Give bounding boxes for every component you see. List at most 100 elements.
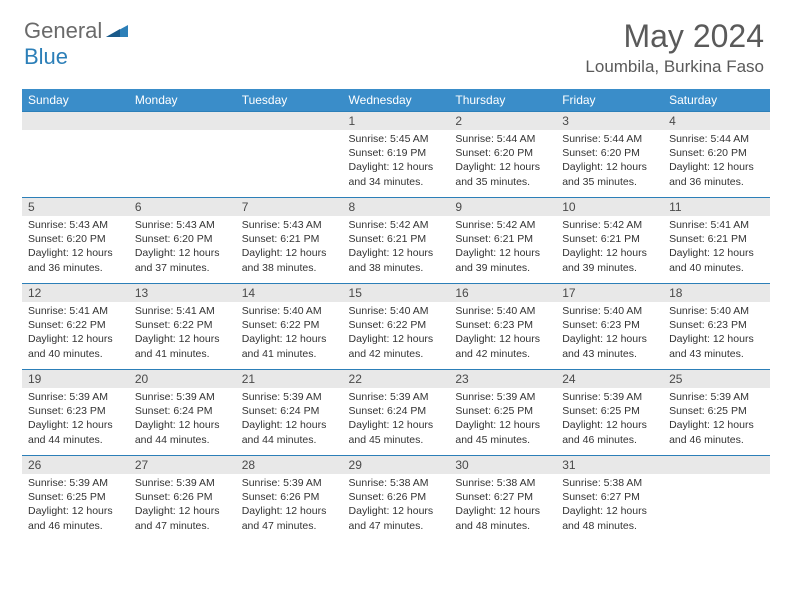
- weekday-header: Sunday: [22, 89, 129, 111]
- day-number: 11: [663, 197, 770, 216]
- day-content: Sunrise: 5:41 AMSunset: 6:21 PMDaylight:…: [663, 216, 770, 279]
- day-content: Sunrise: 5:40 AMSunset: 6:22 PMDaylight:…: [236, 302, 343, 365]
- day-number: 21: [236, 369, 343, 388]
- calendar-cell: [236, 111, 343, 197]
- day-number: 6: [129, 197, 236, 216]
- day-content: Sunrise: 5:40 AMSunset: 6:23 PMDaylight:…: [449, 302, 556, 365]
- day-number: 13: [129, 283, 236, 302]
- day-number: 18: [663, 283, 770, 302]
- day-content: Sunrise: 5:39 AMSunset: 6:26 PMDaylight:…: [129, 474, 236, 537]
- day-number: 30: [449, 455, 556, 474]
- weekday-header-row: Sunday Monday Tuesday Wednesday Thursday…: [22, 89, 770, 111]
- day-number: 29: [343, 455, 450, 474]
- day-content: Sunrise: 5:39 AMSunset: 6:23 PMDaylight:…: [22, 388, 129, 451]
- day-number: 31: [556, 455, 663, 474]
- weekday-header: Saturday: [663, 89, 770, 111]
- calendar-cell: 30Sunrise: 5:38 AMSunset: 6:27 PMDayligh…: [449, 455, 556, 541]
- calendar-cell: 17Sunrise: 5:40 AMSunset: 6:23 PMDayligh…: [556, 283, 663, 369]
- day-content: Sunrise: 5:39 AMSunset: 6:24 PMDaylight:…: [236, 388, 343, 451]
- day-number: [236, 111, 343, 130]
- month-title: May 2024: [585, 18, 764, 55]
- location: Loumbila, Burkina Faso: [585, 57, 764, 77]
- day-content: Sunrise: 5:39 AMSunset: 6:24 PMDaylight:…: [129, 388, 236, 451]
- calendar-cell: 19Sunrise: 5:39 AMSunset: 6:23 PMDayligh…: [22, 369, 129, 455]
- calendar-row: 26Sunrise: 5:39 AMSunset: 6:25 PMDayligh…: [22, 455, 770, 541]
- calendar-cell: 12Sunrise: 5:41 AMSunset: 6:22 PMDayligh…: [22, 283, 129, 369]
- calendar-cell: 6Sunrise: 5:43 AMSunset: 6:20 PMDaylight…: [129, 197, 236, 283]
- logo-triangle-icon: [106, 21, 128, 42]
- calendar-cell: 21Sunrise: 5:39 AMSunset: 6:24 PMDayligh…: [236, 369, 343, 455]
- day-content: Sunrise: 5:45 AMSunset: 6:19 PMDaylight:…: [343, 130, 450, 193]
- calendar-cell: 8Sunrise: 5:42 AMSunset: 6:21 PMDaylight…: [343, 197, 450, 283]
- calendar-row: 12Sunrise: 5:41 AMSunset: 6:22 PMDayligh…: [22, 283, 770, 369]
- weekday-header: Wednesday: [343, 89, 450, 111]
- calendar-cell: 9Sunrise: 5:42 AMSunset: 6:21 PMDaylight…: [449, 197, 556, 283]
- day-content: Sunrise: 5:44 AMSunset: 6:20 PMDaylight:…: [449, 130, 556, 193]
- day-number: 12: [22, 283, 129, 302]
- day-content: Sunrise: 5:41 AMSunset: 6:22 PMDaylight:…: [129, 302, 236, 365]
- day-number: 27: [129, 455, 236, 474]
- day-number: 8: [343, 197, 450, 216]
- day-content: Sunrise: 5:39 AMSunset: 6:25 PMDaylight:…: [22, 474, 129, 537]
- day-number: 9: [449, 197, 556, 216]
- calendar-cell: 2Sunrise: 5:44 AMSunset: 6:20 PMDaylight…: [449, 111, 556, 197]
- day-content: [663, 474, 770, 534]
- day-number: 1: [343, 111, 450, 130]
- day-content: Sunrise: 5:38 AMSunset: 6:27 PMDaylight:…: [449, 474, 556, 537]
- day-content: Sunrise: 5:40 AMSunset: 6:22 PMDaylight:…: [343, 302, 450, 365]
- calendar-row: 5Sunrise: 5:43 AMSunset: 6:20 PMDaylight…: [22, 197, 770, 283]
- day-content: Sunrise: 5:38 AMSunset: 6:26 PMDaylight:…: [343, 474, 450, 537]
- calendar-cell: 5Sunrise: 5:43 AMSunset: 6:20 PMDaylight…: [22, 197, 129, 283]
- calendar-cell: 4Sunrise: 5:44 AMSunset: 6:20 PMDaylight…: [663, 111, 770, 197]
- day-number: 28: [236, 455, 343, 474]
- day-number: 23: [449, 369, 556, 388]
- day-number: 22: [343, 369, 450, 388]
- day-content: [129, 130, 236, 190]
- day-content: Sunrise: 5:39 AMSunset: 6:25 PMDaylight:…: [556, 388, 663, 451]
- weekday-header: Tuesday: [236, 89, 343, 111]
- calendar-cell: [663, 455, 770, 541]
- calendar-cell: 14Sunrise: 5:40 AMSunset: 6:22 PMDayligh…: [236, 283, 343, 369]
- day-number: 10: [556, 197, 663, 216]
- day-number: [129, 111, 236, 130]
- weekday-header: Thursday: [449, 89, 556, 111]
- day-content: Sunrise: 5:38 AMSunset: 6:27 PMDaylight:…: [556, 474, 663, 537]
- day-content: Sunrise: 5:39 AMSunset: 6:26 PMDaylight:…: [236, 474, 343, 537]
- day-content: Sunrise: 5:43 AMSunset: 6:21 PMDaylight:…: [236, 216, 343, 279]
- day-number: 16: [449, 283, 556, 302]
- calendar-cell: 24Sunrise: 5:39 AMSunset: 6:25 PMDayligh…: [556, 369, 663, 455]
- day-content: Sunrise: 5:42 AMSunset: 6:21 PMDaylight:…: [343, 216, 450, 279]
- logo-text-1: General: [24, 18, 102, 44]
- weekday-header: Friday: [556, 89, 663, 111]
- calendar-row: 1Sunrise: 5:45 AMSunset: 6:19 PMDaylight…: [22, 111, 770, 197]
- day-content: Sunrise: 5:42 AMSunset: 6:21 PMDaylight:…: [556, 216, 663, 279]
- calendar-cell: 25Sunrise: 5:39 AMSunset: 6:25 PMDayligh…: [663, 369, 770, 455]
- day-content: Sunrise: 5:44 AMSunset: 6:20 PMDaylight:…: [556, 130, 663, 193]
- calendar-cell: 7Sunrise: 5:43 AMSunset: 6:21 PMDaylight…: [236, 197, 343, 283]
- calendar-cell: 28Sunrise: 5:39 AMSunset: 6:26 PMDayligh…: [236, 455, 343, 541]
- calendar-cell: 29Sunrise: 5:38 AMSunset: 6:26 PMDayligh…: [343, 455, 450, 541]
- calendar-cell: [22, 111, 129, 197]
- day-content: [236, 130, 343, 190]
- day-number: 19: [22, 369, 129, 388]
- calendar-cell: 23Sunrise: 5:39 AMSunset: 6:25 PMDayligh…: [449, 369, 556, 455]
- calendar-body: 1Sunrise: 5:45 AMSunset: 6:19 PMDaylight…: [22, 111, 770, 541]
- day-number: 14: [236, 283, 343, 302]
- day-content: Sunrise: 5:44 AMSunset: 6:20 PMDaylight:…: [663, 130, 770, 193]
- header: General May 2024 Loumbila, Burkina Faso: [0, 0, 792, 81]
- day-content: Sunrise: 5:41 AMSunset: 6:22 PMDaylight:…: [22, 302, 129, 365]
- calendar-cell: 16Sunrise: 5:40 AMSunset: 6:23 PMDayligh…: [449, 283, 556, 369]
- calendar-cell: 31Sunrise: 5:38 AMSunset: 6:27 PMDayligh…: [556, 455, 663, 541]
- day-content: Sunrise: 5:40 AMSunset: 6:23 PMDaylight:…: [556, 302, 663, 365]
- calendar-cell: 22Sunrise: 5:39 AMSunset: 6:24 PMDayligh…: [343, 369, 450, 455]
- day-number: 26: [22, 455, 129, 474]
- calendar-cell: 1Sunrise: 5:45 AMSunset: 6:19 PMDaylight…: [343, 111, 450, 197]
- calendar-cell: 27Sunrise: 5:39 AMSunset: 6:26 PMDayligh…: [129, 455, 236, 541]
- logo-text-2: Blue: [24, 44, 68, 69]
- day-number: 7: [236, 197, 343, 216]
- calendar-cell: 15Sunrise: 5:40 AMSunset: 6:22 PMDayligh…: [343, 283, 450, 369]
- day-number: [22, 111, 129, 130]
- title-block: May 2024 Loumbila, Burkina Faso: [585, 18, 764, 77]
- day-content: [22, 130, 129, 190]
- calendar-cell: 3Sunrise: 5:44 AMSunset: 6:20 PMDaylight…: [556, 111, 663, 197]
